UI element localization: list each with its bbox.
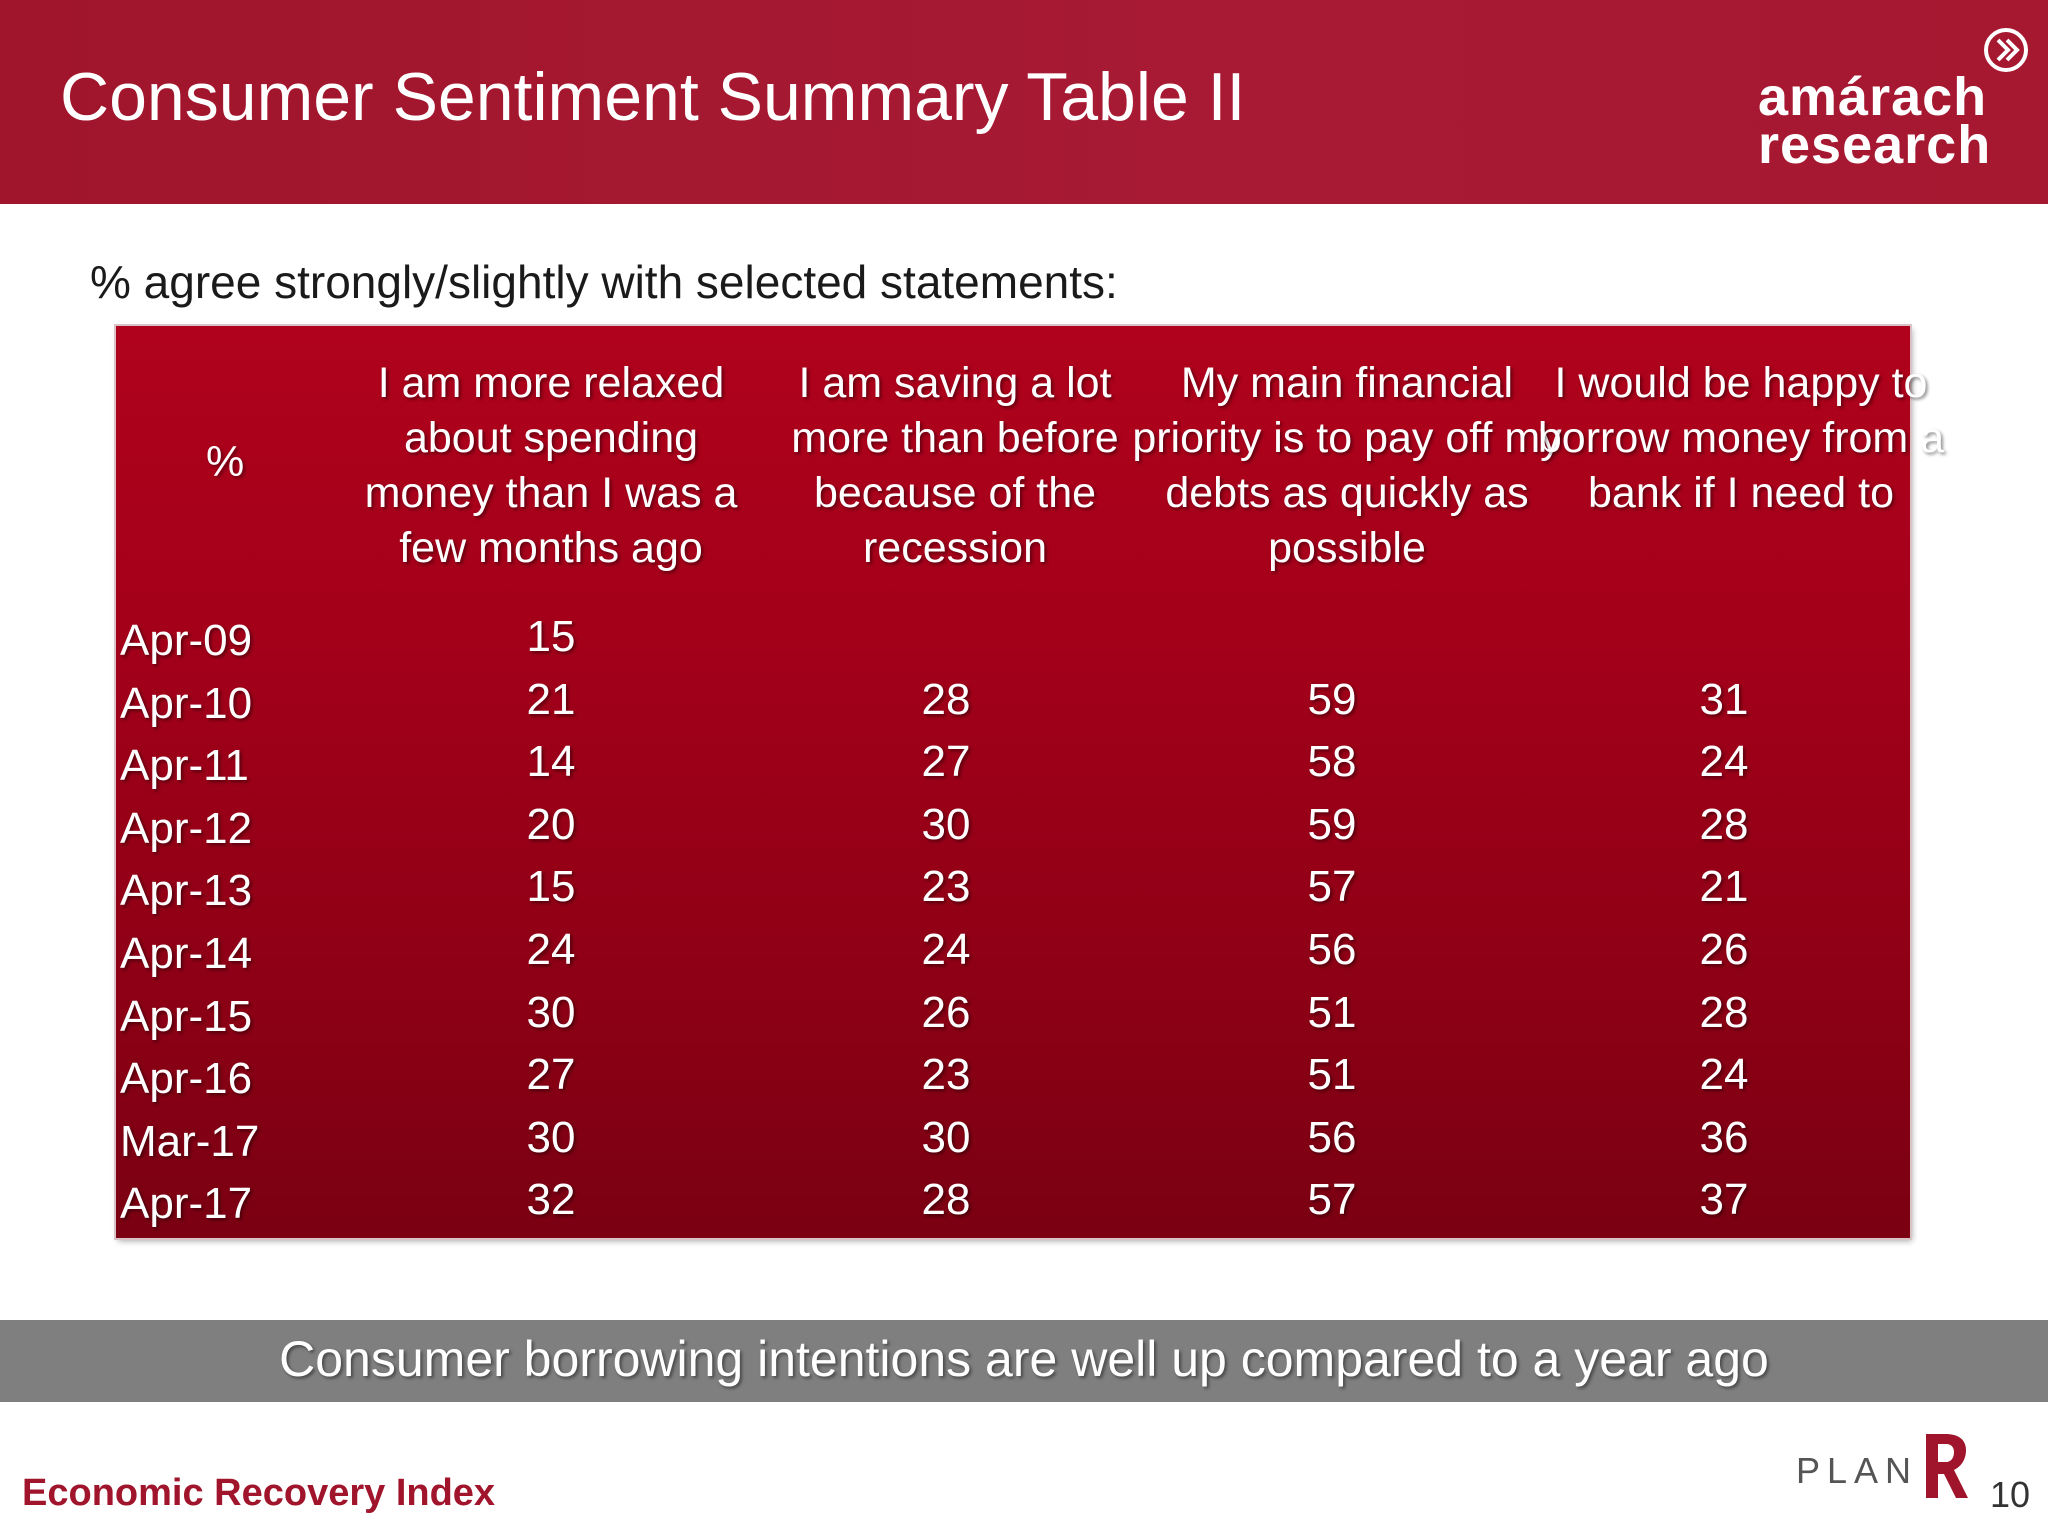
table-cell: 20	[526, 799, 576, 849]
column-header: I am more relaxed about spending money t…	[364, 359, 738, 572]
table-cell: 51	[1307, 987, 1357, 1037]
table-cell: 51	[1307, 1050, 1357, 1100]
row-label: Apr-13	[120, 866, 253, 916]
table-cell: 30	[921, 799, 971, 849]
row-label: Apr-12	[120, 803, 253, 853]
table-cell: 14	[526, 737, 576, 787]
column-header: My main financial priority is to pay off…	[1132, 359, 1562, 572]
row-label: Apr-14	[120, 929, 253, 978]
plan-r-logo: PLAN	[1796, 1430, 1968, 1510]
table-cell: 31	[1699, 674, 1749, 724]
table-cell: 30	[526, 987, 576, 1037]
row-label: Apr-11	[120, 741, 249, 791]
table-cell: 59	[1307, 674, 1357, 724]
table-cell: 15	[526, 612, 576, 661]
page-number: 10	[1990, 1474, 2031, 1515]
logo-word-research: research	[1758, 115, 1992, 175]
sentiment-table: % I am more relaxed about spending money…	[116, 326, 1944, 1238]
row-label: Apr-10	[120, 678, 253, 728]
table-cell: 21	[526, 674, 576, 724]
table-cell: 24	[1699, 1050, 1749, 1100]
row-label: Apr-17	[120, 1179, 253, 1229]
corner-header: %	[206, 438, 245, 486]
header-band: Consumer Sentiment Summary Table II amár…	[0, 0, 2048, 204]
table-cell: 23	[921, 1050, 971, 1100]
table-cell: 32	[526, 1175, 576, 1225]
row-label: Mar-17	[120, 1116, 260, 1166]
forward-circle-icon	[1984, 28, 2028, 72]
column-header: I would be happy to borrow money from a …	[1537, 359, 1945, 517]
table-cell: 21	[1699, 862, 1749, 912]
table-cell: 28	[1699, 799, 1749, 849]
table-cell: 28	[921, 674, 971, 724]
footer-title: Economic Recovery Index	[22, 1472, 496, 1514]
amarach-logo: amárach research	[1752, 26, 2032, 176]
table-cell: 27	[526, 1050, 576, 1100]
row-label: Apr-16	[120, 1054, 253, 1104]
table-cell: 58	[1307, 737, 1357, 787]
table-cell: 23	[921, 862, 971, 912]
page-title: Consumer Sentiment Summary Table II	[60, 59, 1246, 135]
table-cell: 57	[1307, 862, 1357, 912]
table-cell: 26	[921, 987, 971, 1037]
table-cell: 24	[1699, 737, 1749, 787]
table-subtitle: % agree strongly/slightly with selected …	[90, 256, 1118, 308]
row-label: Apr-09	[120, 616, 253, 665]
table-cell: 36	[1699, 1112, 1749, 1162]
table-cell: 24	[921, 925, 971, 974]
table-cell: 30	[921, 1112, 971, 1162]
table-cell: 28	[921, 1175, 971, 1225]
table-cell: 28	[1699, 987, 1749, 1037]
table-cell: 24	[526, 925, 576, 974]
table-cell: 56	[1307, 925, 1357, 974]
banner-text: Consumer borrowing intentions are well u…	[279, 1331, 1769, 1387]
table-cell: 15	[526, 862, 576, 912]
table-cell: 30	[526, 1112, 576, 1162]
table-cell: 27	[921, 737, 971, 787]
table-cell: 57	[1307, 1175, 1357, 1225]
table-cell: 59	[1307, 799, 1357, 849]
table-cell: 26	[1699, 925, 1749, 974]
table-cell: 56	[1307, 1112, 1357, 1162]
column-header: I am saving a lot more than before becau…	[791, 359, 1119, 572]
plan-word: PLAN	[1796, 1450, 1919, 1491]
r-logo-icon	[1926, 1434, 1968, 1498]
row-label: Apr-15	[120, 991, 253, 1041]
conclusion-banner: Consumer borrowing intentions are well u…	[0, 1320, 2048, 1402]
logo-word-amarach: amárach	[1758, 67, 1988, 127]
table-cell: 37	[1699, 1175, 1749, 1225]
